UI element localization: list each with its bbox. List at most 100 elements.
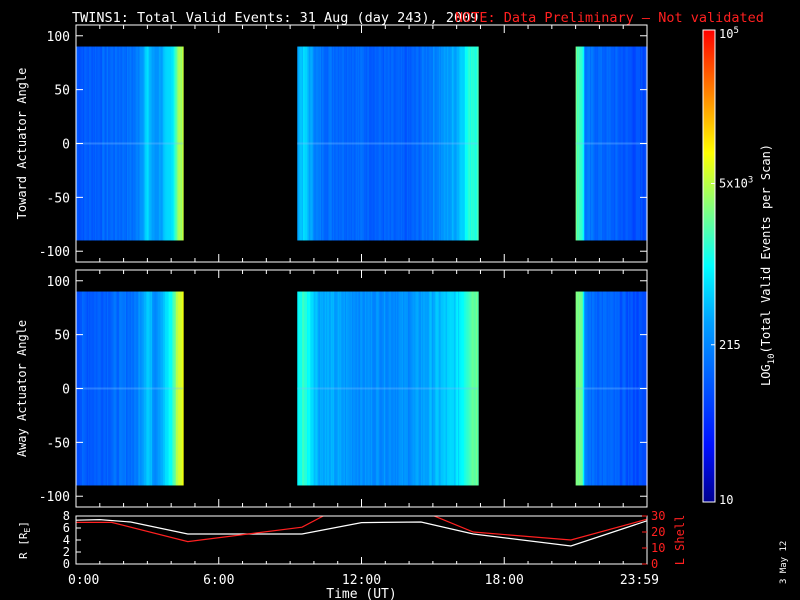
heatmap-column [108,46,110,241]
heatmap-column [137,291,140,486]
heatmap-column [443,46,446,241]
heatmap-column [167,291,170,486]
heatmap-column [592,46,595,241]
heatmap-column [630,46,633,241]
heatmap-column [361,46,364,241]
heatmap-column [459,291,461,486]
heatmap-column [117,46,120,241]
heatmap-column [110,46,113,241]
heatmap-column [430,291,433,486]
y-tick-label: -100 [39,245,70,260]
heatmap-column [436,46,439,241]
heatmap-column [631,46,634,241]
heatmap-column [127,46,129,241]
heatmap-column [468,291,471,486]
heatmap-column [359,46,361,241]
heatmap-column [350,291,353,486]
heatmap-column [155,291,158,486]
heatmap-column [147,46,150,241]
heatmap-column [87,46,90,241]
heatmap-column [426,291,429,486]
heatmap-column [351,46,354,241]
heatmap-column [387,291,390,486]
heatmap-column [85,291,88,486]
heatmap-column [323,46,326,241]
data-block [76,291,184,486]
heatmap-column [322,46,325,241]
away-panel: 100 50 0 -50 -100 Away Actuator Angle [15,269,648,508]
heatmap-column [592,291,595,486]
heatmap-column [441,291,443,486]
heatmap-column [604,46,606,241]
heatmap-column [91,291,94,486]
heatmap-column [407,46,410,241]
y-tick-label: 100 [47,30,70,45]
heatmap-column [306,291,309,486]
heatmap-column [347,46,350,241]
heatmap-column [177,46,179,241]
heatmap-column [393,291,396,486]
heatmap-column [420,291,423,486]
heatmap-column [179,46,182,241]
heatmap-column [125,46,128,241]
heatmap-column [461,291,464,486]
heatmap-column [601,46,604,241]
heatmap-column [316,46,319,241]
heatmap-column [365,46,367,241]
heatmap-column [587,46,590,241]
y-tick-label: 4 [63,533,70,547]
heatmap-column [141,291,144,486]
heatmap-column [153,291,156,486]
heatmap-column [473,291,476,486]
x-tick-label: 18:00 [485,573,524,588]
heatmap-column [355,291,358,486]
heatmap-column [332,291,335,486]
heatmap-column [394,291,397,486]
heatmap-column [350,46,353,241]
heatmap-column [128,291,131,486]
heatmap-column [93,46,96,241]
chart-title: TWINS1: Total Valid Events: 31 Aug (day … [72,10,478,26]
heatmap-column [318,291,321,486]
heatmap-column [336,291,339,486]
heatmap-column [139,46,141,241]
heatmap-column [100,46,103,241]
heatmap-column [338,46,341,241]
heatmap-column [578,46,580,241]
lshell-tick-label: 30 [651,509,665,523]
heatmap-column [89,291,91,486]
heatmap-column [145,291,147,486]
heatmap-column [99,291,102,486]
heatmap-column [633,291,636,486]
heatmap-column [120,291,122,486]
heatmap-column [447,291,449,486]
heatmap-column [158,46,160,241]
heatmap-column [600,46,603,241]
heatmap-column [355,46,358,241]
heatmap-column [385,46,388,241]
y-tick-label: 8 [63,509,70,523]
heatmap-column [104,291,107,486]
heatmap-column [463,46,466,241]
heatmap-column [378,46,380,241]
heatmap-column [435,291,438,486]
heatmap-column [309,46,311,241]
heatmap-column [467,291,470,486]
colorbar-ticks: 10 215 5x103 105 [711,26,753,507]
heatmap-column [470,291,473,486]
heatmap-column [136,46,139,241]
heatmap-column [597,46,599,241]
y-tick-label: 0 [62,138,70,153]
heatmap-column [589,291,592,486]
heatmap-column [317,46,320,241]
heatmap-column [375,46,378,241]
heatmap-column [348,291,351,486]
heatmap-column [359,291,361,486]
heatmap-column [475,291,478,486]
heatmap-column [581,291,584,486]
colorbar-label: LOG10(Total Valid Events per Scan) [759,144,777,386]
heatmap-column [321,46,323,241]
heatmap-column [472,291,474,486]
heatmap-column [392,46,395,241]
heatmap-column [83,291,85,486]
